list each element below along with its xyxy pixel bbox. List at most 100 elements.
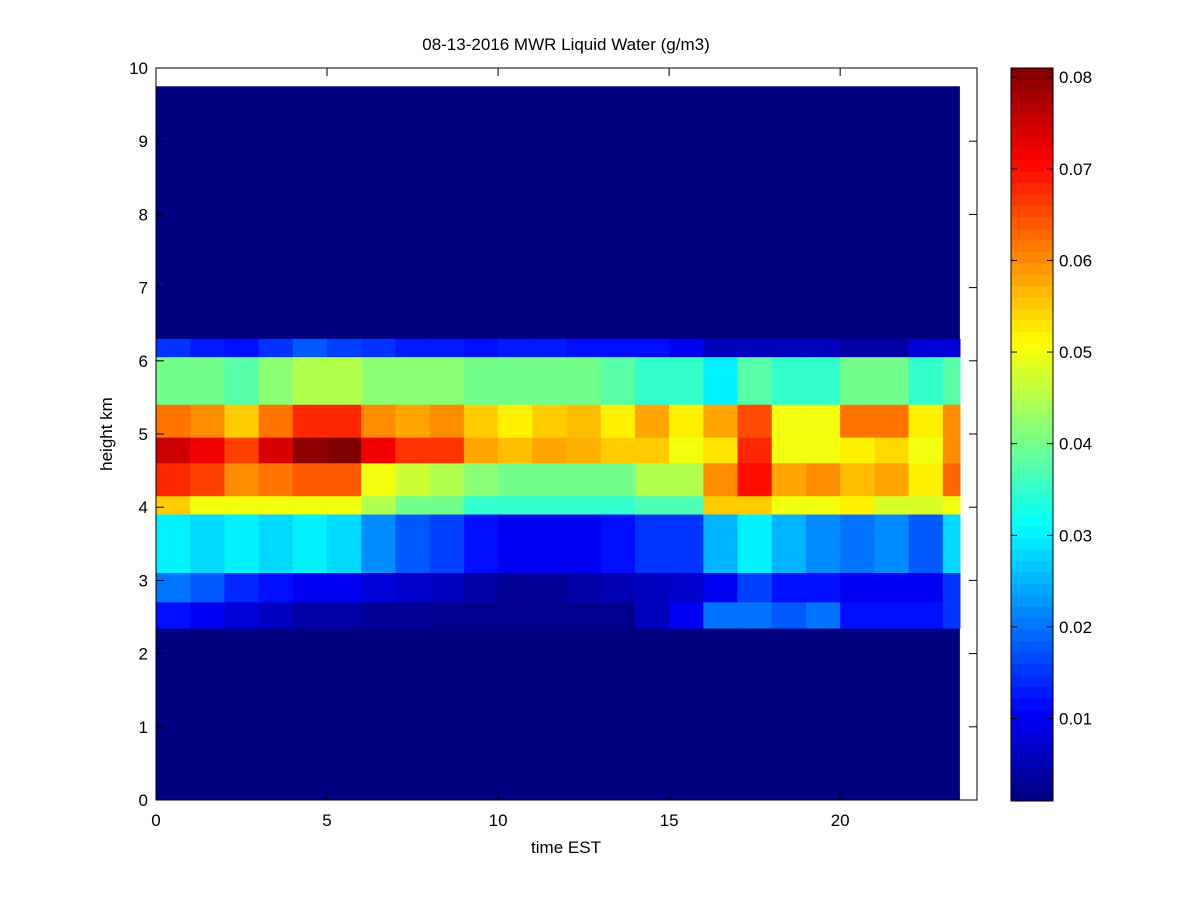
heatmap-cell [190, 514, 226, 574]
heatmap-cell [463, 404, 499, 439]
colorbar-tick-label: 0.03 [1059, 526, 1092, 545]
heatmap-cell [737, 437, 773, 464]
heatmap-cell [327, 357, 362, 406]
colorbar-segment [1011, 571, 1053, 584]
heatmap-cell [429, 404, 465, 439]
y-axis-label: height km [97, 397, 116, 471]
colorbar-segment [1011, 411, 1053, 424]
colorbar-segment [1011, 652, 1053, 665]
colorbar-segment [1011, 583, 1053, 596]
colorbar-segment [1011, 239, 1053, 252]
colorbar-segment [1011, 136, 1053, 149]
heatmap-cell [771, 463, 807, 497]
heatmap-cell [874, 514, 910, 574]
heatmap-cell [190, 338, 226, 358]
colorbar-segment [1011, 354, 1053, 367]
heatmap-cell [908, 357, 944, 406]
heatmap-cell [566, 496, 602, 516]
heatmap-cell [908, 496, 944, 516]
heatmap-cell [942, 496, 961, 516]
heatmap-cell [498, 404, 533, 439]
colorbar-segment [1011, 491, 1053, 504]
colorbar-segment [1011, 308, 1053, 321]
heatmap-cell [498, 573, 533, 603]
heatmap-cell [190, 496, 226, 516]
heatmap-cell [258, 357, 294, 406]
heatmap-cell [703, 357, 739, 406]
heatmap-cell [669, 338, 704, 358]
heatmap-cell [361, 573, 397, 603]
heatmap-cell [258, 602, 294, 629]
heatmap-cell [634, 602, 670, 629]
heatmap-cell [395, 514, 431, 574]
heatmap-cell [429, 496, 465, 516]
colorbar-segment [1011, 102, 1053, 115]
heatmap-cell [429, 437, 465, 464]
heatmap-cell [463, 437, 499, 464]
heatmap-cell [737, 463, 773, 497]
heatmap-cell [600, 404, 636, 439]
heatmap-cell [532, 338, 568, 358]
heatmap-cell [737, 404, 773, 439]
colorbar-segment [1011, 90, 1053, 103]
heatmap-cell [737, 496, 773, 516]
heatmap-cell [395, 404, 431, 439]
heatmap-cell [874, 404, 910, 439]
colorbar-segment [1011, 342, 1053, 355]
heatmap-cell [805, 357, 841, 406]
heatmap-cell [224, 463, 260, 497]
heatmap-cell [190, 463, 226, 497]
heatmap-cell [361, 357, 397, 406]
heatmap-cell [498, 514, 533, 574]
colorbar-segment [1011, 720, 1053, 733]
x-tick-label: 0 [151, 811, 160, 830]
heatmap-cell [942, 357, 961, 406]
heatmap-cell [361, 463, 397, 497]
heatmap-cell [737, 338, 773, 358]
heatmap-cell [737, 602, 773, 629]
heatmap-cell [840, 357, 875, 406]
heatmap-cell [532, 496, 568, 516]
colorbar-segment [1011, 445, 1053, 458]
x-tick-label: 5 [322, 811, 331, 830]
heatmap-cell [908, 602, 944, 629]
heatmap-cell [634, 463, 670, 497]
heatmap-cell [669, 437, 704, 464]
heatmap-cell [737, 514, 773, 574]
y-tick-label: 0 [139, 791, 148, 810]
heatmap-cell [771, 357, 807, 406]
heatmap-cell [498, 496, 533, 516]
colorbar-segment [1011, 514, 1053, 527]
y-tick-label: 3 [139, 571, 148, 590]
heatmap-cell [942, 437, 961, 464]
colorbar-segment [1011, 423, 1053, 435]
heatmap-cell [463, 338, 499, 358]
colorbar-segment [1011, 331, 1053, 344]
heatmap-cell [942, 463, 961, 497]
colorbar [1011, 68, 1053, 802]
heatmap-cell [840, 437, 875, 464]
heatmap-cell [498, 437, 533, 464]
colorbar-segment [1011, 537, 1053, 550]
colorbar-segment [1011, 468, 1053, 481]
heatmap-cell [737, 573, 773, 603]
heatmap-cell [258, 437, 294, 464]
colorbar-segment [1011, 606, 1053, 619]
heatmap-cell [566, 463, 602, 497]
heatmap-cell [190, 437, 226, 464]
heatmap-cell [600, 514, 636, 574]
heatmap-cell [156, 573, 191, 603]
colorbar-segment [1011, 686, 1053, 699]
heatmap-cell [840, 404, 875, 439]
colorbar-segment [1011, 526, 1053, 539]
heatmap-cell [156, 496, 191, 516]
heatmap-cell [942, 338, 961, 358]
colorbar-segment [1011, 560, 1053, 573]
colorbar-segment [1011, 388, 1053, 401]
colorbar-segment [1011, 629, 1053, 642]
heatmap-cell [532, 602, 568, 629]
heatmap-cell [224, 437, 260, 464]
heatmap-cell [463, 496, 499, 516]
heatmap-cell [292, 496, 328, 516]
heatmap-cell [190, 602, 226, 629]
